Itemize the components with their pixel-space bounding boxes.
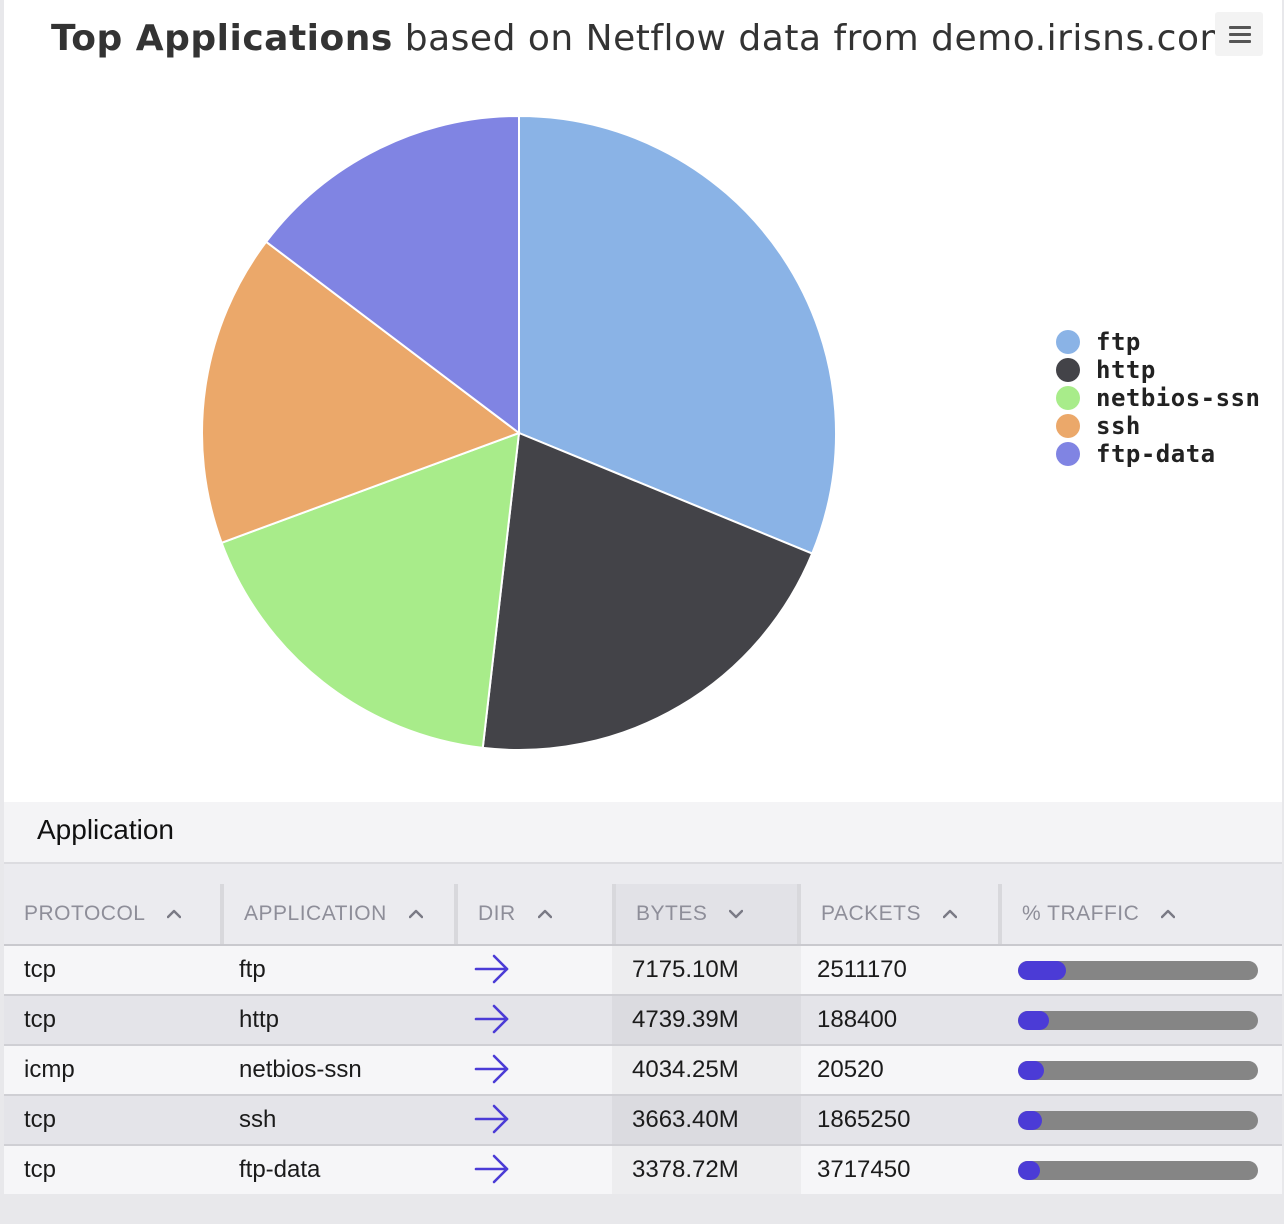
cell-protocol: tcp [24,1156,57,1183]
table-row[interactable]: icmp netbios-ssn 4034.25M 20520 [4,1046,1282,1096]
traffic-progress-fill [1018,1061,1045,1080]
column-header-label: DIR [478,902,516,925]
pie-slice-ftp[interactable] [518,114,837,555]
cell-bytes: 7175.10M [632,956,739,983]
legend-marker [1056,358,1080,382]
traffic-progress-fill [1018,961,1066,980]
cell-packets: 20520 [817,1056,884,1083]
outbound-arrow-icon [474,1004,510,1039]
table-header: PROTOCOL APPLICATION DIR BYTES PACKETS % TRAF… [4,864,1282,946]
chevron-up-icon[interactable] [516,907,552,921]
pie-slice-http[interactable] [481,431,814,751]
traffic-progress-fill [1018,1111,1042,1130]
legend-marker [1056,414,1080,438]
traffic-progress-bar [1018,1111,1258,1130]
legend-item-ftp-data[interactable]: ftp-data [1056,440,1260,468]
table-body: tcp ftp 7175.10M 2511170 tcp http 4739.39M 1884… [4,946,1282,1194]
column-header-dir[interactable]: DIR [454,884,612,944]
chart-legend: ftp http netbios-ssn ssh ftp-data [1056,328,1260,468]
hamburger-menu-icon-bar [1229,33,1251,36]
cell-packets: 1865250 [817,1106,911,1133]
column-header-label: PROTOCOL [24,902,146,925]
cell-protocol: tcp [24,956,57,983]
chart-panel: Top Applications based on Netflow data f… [4,0,1282,802]
column-header-label: % TRAFFIC [1022,902,1140,925]
legend-item-netbios-ssn[interactable]: netbios-ssn [1056,384,1260,412]
chevron-up-icon[interactable] [387,907,423,921]
hamburger-menu-icon [1229,26,1251,29]
hamburger-menu-icon-bar [1229,40,1251,43]
traffic-progress-bar [1018,961,1258,980]
pie-slice-ftp-data[interactable] [264,114,520,436]
column-header-packets[interactable]: PACKETS [797,884,998,944]
legend-label: ssh [1096,412,1141,440]
pie-slice-netbios-ssn[interactable] [220,431,521,750]
cell-application: ftp-data [239,1156,321,1183]
legend-label: ftp-data [1096,440,1216,468]
column-header-label: APPLICATION [244,902,387,925]
legend-item-http[interactable]: http [1056,356,1260,384]
table-row[interactable]: tcp ftp 7175.10M 2511170 [4,946,1282,996]
cell-packets: 2511170 [817,956,907,983]
cell-bytes: 3378.72M [632,1156,739,1183]
section-title: Application [37,814,174,845]
traffic-progress-bar [1018,1061,1258,1080]
table-row[interactable]: tcp ftp-data 3378.72M 3717450 [4,1146,1282,1194]
legend-label: ftp [1096,328,1141,356]
cell-packets: 3717450 [817,1156,911,1183]
cell-application: ssh [239,1106,277,1133]
outbound-arrow-icon [474,1104,510,1139]
pie-chart [201,114,837,751]
cell-application: ftp [239,956,266,983]
column-header-application[interactable]: APPLICATION [220,884,454,944]
legend-item-ssh[interactable]: ssh [1056,412,1260,440]
cell-bytes: 3663.40M [632,1106,739,1133]
column-header-protocol[interactable]: PROTOCOL [4,884,220,944]
cell-bytes: 4034.25M [632,1056,739,1083]
cell-protocol: tcp [24,1006,57,1033]
chevron-up-icon[interactable] [921,907,957,921]
legend-item-ftp[interactable]: ftp [1056,328,1260,356]
table-row[interactable]: tcp ssh 3663.40M 1865250 [4,1096,1282,1146]
chart-title: Top Applications based on Netflow data f… [4,14,1282,64]
chevron-up-icon[interactable] [145,907,182,921]
column-header-label: PACKETS [821,902,921,925]
outbound-arrow-icon [474,954,510,989]
cell-application: http [239,1006,280,1033]
cell-protocol: icmp [24,1056,75,1083]
cell-application: netbios-ssn [239,1056,362,1083]
cell-bytes: 4739.39M [632,1006,739,1033]
column-header-label: BYTES [636,902,708,925]
chart-title-bold: Top Applications [50,18,393,59]
traffic-progress-bar [1018,1011,1258,1030]
outbound-arrow-icon [474,1054,510,1089]
chevron-down-icon[interactable] [707,907,744,921]
traffic-progress-fill [1018,1011,1050,1030]
legend-marker [1056,386,1080,410]
chart-menu-button[interactable] [1215,12,1263,56]
chart-title-rest: based on Netflow data from demo.irisns.c… [392,18,1236,59]
section-header: Application [4,802,1282,864]
legend-label: http [1096,356,1156,384]
legend-marker [1056,442,1080,466]
legend-label: netbios-ssn [1096,384,1261,412]
column-header-traffic[interactable]: % TRAFFIC [998,884,1282,944]
pie-slice-ssh[interactable] [201,240,522,545]
traffic-progress-bar [1018,1161,1258,1180]
cell-protocol: tcp [24,1106,57,1133]
column-header-bytes[interactable]: BYTES [612,884,797,944]
applications-table: PROTOCOL APPLICATION DIR BYTES PACKETS % TRAF… [4,864,1282,1194]
legend-marker [1056,330,1080,354]
chevron-up-icon[interactable] [1139,907,1176,921]
outbound-arrow-icon [474,1154,510,1189]
cell-packets: 188400 [817,1006,898,1033]
traffic-progress-fill [1018,1161,1040,1180]
table-row[interactable]: tcp http 4739.39M 188400 [4,996,1282,1046]
